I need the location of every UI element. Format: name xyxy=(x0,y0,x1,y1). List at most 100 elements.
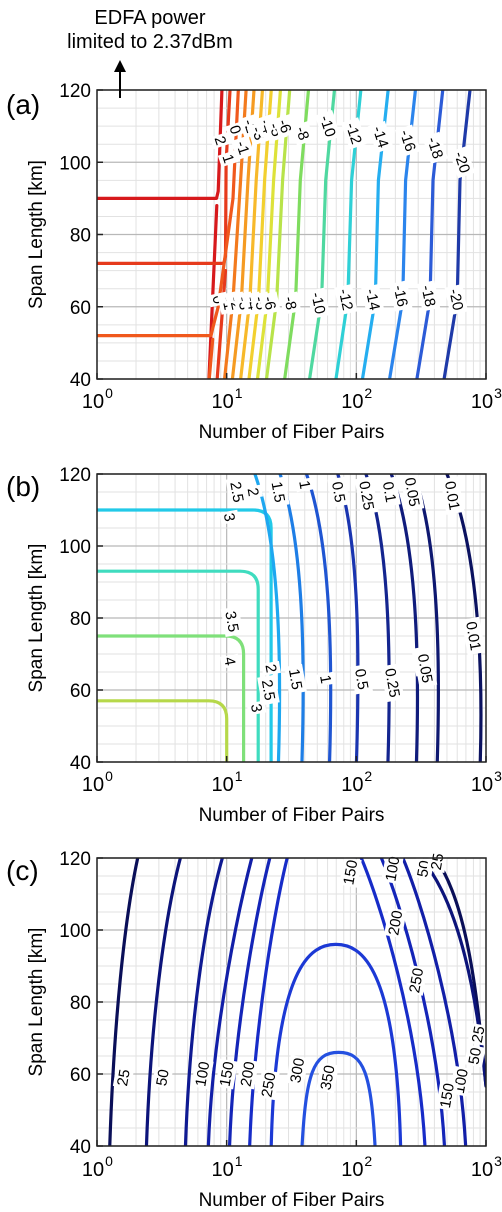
x-tick-label: 10 xyxy=(471,774,493,796)
y-tick-label: 120 xyxy=(59,81,91,102)
y-tick-label: 80 xyxy=(70,226,91,247)
contour-label: 300 xyxy=(287,1057,308,1085)
x-tick-exponent: 2 xyxy=(364,1153,372,1169)
y-tick-label: 100 xyxy=(59,537,91,558)
contour-label: 0.05 xyxy=(414,653,436,685)
x-tick-exponent: 0 xyxy=(105,385,113,401)
contour-3 xyxy=(97,569,260,762)
y-axis-label: Span Length [km] xyxy=(26,928,47,1077)
contour-300 xyxy=(269,942,403,1146)
contour-label: 0 xyxy=(209,294,227,306)
x-tick-label: 10 xyxy=(82,1159,104,1181)
y-tick-label: 40 xyxy=(70,370,91,391)
contour--18 xyxy=(415,90,445,379)
y-tick-label: 80 xyxy=(70,993,91,1014)
contour-label: 0.01 xyxy=(462,620,484,652)
x-tick-exponent: 1 xyxy=(235,1153,243,1169)
contour-label: 1 xyxy=(295,479,313,490)
contour-label: 0.01 xyxy=(441,480,463,512)
contour-label: 0.5 xyxy=(351,668,371,691)
panel-a: 210-1-2-3-4-5-6-8-10-12-14-16-18-200-1-2… xyxy=(6,81,502,443)
contour-labels: 210-1-2-3-4-5-6-8-10-12-14-16-18-200-1-2… xyxy=(208,110,476,319)
annotation-line-1: EDFA power xyxy=(94,7,206,29)
x-tick-label: 10 xyxy=(341,774,363,796)
contour-label: 0.25 xyxy=(355,480,377,512)
y-tick-label: 100 xyxy=(59,153,91,174)
x-tick-exponent: 3 xyxy=(494,768,502,784)
contour-lines xyxy=(108,858,486,1146)
contour-label: 0.05 xyxy=(401,476,423,508)
up-arrow-icon xyxy=(114,60,126,98)
x-tick-label: 10 xyxy=(82,391,104,413)
x-tick-label: 10 xyxy=(341,391,363,413)
contour-label: 100 xyxy=(382,855,403,883)
contour-label: 3 xyxy=(220,512,238,523)
contour-label: -8 xyxy=(280,295,299,312)
contour-100 xyxy=(183,858,225,1146)
contour-label: 50 xyxy=(465,1046,485,1065)
contour-label: -8 xyxy=(292,125,312,143)
y-tick-label: 120 xyxy=(59,465,91,486)
contour-label: 150 xyxy=(437,1082,458,1110)
y-axis-label: Span Length [km] xyxy=(26,160,47,309)
contour-label: 0.5 xyxy=(328,480,348,503)
contour-label: 150 xyxy=(340,859,361,887)
contour-label: -20 xyxy=(450,149,473,175)
contour-label: 0.1 xyxy=(379,480,399,503)
y-tick-label: 120 xyxy=(59,849,91,870)
contour-label: 4 xyxy=(220,656,238,667)
contour-label: 350 xyxy=(318,1064,339,1092)
contour-label: -6 xyxy=(274,117,294,135)
contour-label: -18 xyxy=(417,284,438,309)
x-axis-label: Number of Fiber Pairs xyxy=(199,805,385,826)
contour-label: 50 xyxy=(153,1068,173,1087)
contour-label: -16 xyxy=(396,128,419,154)
contour-label: -10 xyxy=(316,113,339,139)
x-axis-label: Number of Fiber Pairs xyxy=(199,1190,385,1211)
x-tick-exponent: 0 xyxy=(105,768,113,784)
contour-label: -12 xyxy=(335,287,356,312)
contour-25 xyxy=(108,858,140,1146)
contour-2 xyxy=(97,90,224,379)
x-axis-label: Number of Fiber Pairs xyxy=(199,422,385,443)
contour-50 xyxy=(144,858,183,1146)
y-tick-label: 40 xyxy=(70,1137,91,1158)
x-tick-exponent: 2 xyxy=(364,385,372,401)
contour--20 xyxy=(442,90,472,379)
contour-label: -1 xyxy=(232,139,252,157)
y-tick-label: 60 xyxy=(70,298,91,319)
contour-label: 2.5 xyxy=(226,480,246,503)
contour-label: -6 xyxy=(260,295,279,312)
contour-label: 3.5 xyxy=(221,610,241,633)
y-tick-label: 100 xyxy=(59,921,91,942)
panel-label: (b) xyxy=(6,471,40,502)
contour--16 xyxy=(387,90,418,379)
panel-label: (a) xyxy=(6,89,40,120)
x-tick-exponent: 0 xyxy=(105,1153,113,1169)
contour-label: 25 xyxy=(428,852,448,871)
contour-label: -12 xyxy=(342,121,365,147)
contour-label: -14 xyxy=(369,124,392,150)
annotation-line-2: limited to 2.37dBm xyxy=(67,31,233,53)
x-tick-exponent: 1 xyxy=(235,385,243,401)
y-tick-label: 60 xyxy=(70,1065,91,1086)
x-tick-label: 10 xyxy=(212,1159,234,1181)
contour-label: 1.5 xyxy=(268,480,288,503)
x-tick-label: 10 xyxy=(341,1159,363,1181)
contour-label: 200 xyxy=(238,1060,259,1088)
contour-1 xyxy=(304,474,333,762)
contour-label: 2 xyxy=(244,487,262,498)
contour-label: 1.5 xyxy=(285,668,305,691)
edfa-annotation: EDFA power limited to 2.37dBm xyxy=(30,6,270,54)
contour-label: -20 xyxy=(445,287,466,312)
contour--14 xyxy=(360,90,390,379)
contour-label: -18 xyxy=(423,135,446,161)
contour-label: 1 xyxy=(316,674,334,685)
x-tick-label: 10 xyxy=(212,391,234,413)
contour-label: 3 xyxy=(247,703,265,714)
